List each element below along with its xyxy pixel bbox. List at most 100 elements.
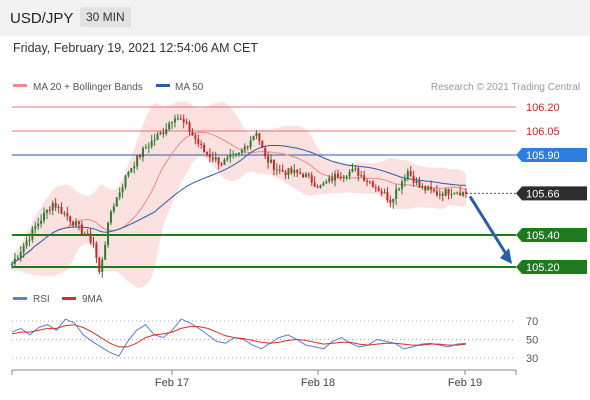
- candle-body: [415, 180, 418, 183]
- candle-body: [418, 180, 421, 188]
- candle-body: [249, 140, 252, 147]
- candle-body: [325, 181, 328, 184]
- candle-body: [392, 198, 395, 203]
- level-label-105.90: 105.90: [526, 150, 560, 162]
- candle-body: [430, 186, 433, 190]
- candle-body: [203, 144, 206, 153]
- candle-body: [121, 187, 124, 193]
- candle-body: [371, 181, 374, 188]
- candle-body: [319, 185, 322, 188]
- candle-body: [348, 171, 351, 177]
- candle-body: [57, 206, 60, 208]
- forecast-arrow-head: [500, 248, 512, 264]
- level-tag-105.66: [516, 186, 587, 201]
- candle-body: [331, 177, 334, 181]
- level-label-105.20: 105.20: [526, 262, 560, 274]
- candle-body: [45, 209, 48, 213]
- candle-body: [264, 147, 267, 157]
- candle-body: [383, 192, 386, 194]
- candle-body: [37, 223, 40, 227]
- candle-body: [412, 175, 415, 183]
- candle-body: [200, 143, 203, 145]
- candle-body: [72, 221, 75, 226]
- candle-body: [334, 173, 337, 181]
- candle-body: [238, 153, 240, 155]
- candle-body: [459, 192, 462, 196]
- rsi-tick-50: 50: [526, 335, 538, 347]
- candle-body: [185, 122, 188, 124]
- candle-body: [98, 257, 101, 273]
- level-label-105.40: 105.40: [526, 230, 560, 242]
- candle-body: [54, 203, 57, 208]
- candle-body: [109, 211, 112, 223]
- candle-body: [336, 173, 339, 177]
- candle-body: [162, 132, 165, 134]
- candle-body: [194, 135, 197, 140]
- candle-body: [165, 129, 168, 134]
- candle-body: [22, 245, 25, 253]
- candle-body: [127, 172, 130, 176]
- candle-body: [191, 131, 194, 136]
- bollinger-band-area: [12, 101, 466, 288]
- rsi-panel: 70 50 30: [11, 316, 538, 365]
- rsi-tick-30: 30: [526, 353, 538, 365]
- candle-body: [267, 156, 270, 163]
- candle-body: [435, 191, 438, 196]
- candle-body: [95, 243, 98, 258]
- candle-body: [205, 152, 208, 155]
- candle-body: [374, 187, 377, 189]
- candle-body: [380, 191, 383, 194]
- candle-body: [150, 140, 153, 147]
- candle-body: [173, 118, 176, 123]
- candle-body: [115, 197, 118, 207]
- candle-body: [299, 172, 302, 175]
- candle-body: [357, 168, 360, 176]
- candle-body: [139, 155, 142, 158]
- candle-body: [270, 159, 273, 163]
- candle-body: [153, 139, 156, 141]
- candle-body: [406, 171, 409, 179]
- rsi-ma-legend-label: 9MA: [82, 294, 103, 305]
- candle-body: [104, 244, 107, 260]
- candle-body: [284, 171, 287, 176]
- candle-body: [133, 166, 136, 169]
- candle-body: [360, 175, 363, 177]
- timeframe-badge[interactable]: 30 MIN: [80, 7, 131, 27]
- candlesticks: [11, 113, 467, 278]
- candle-body: [223, 159, 226, 165]
- candle-body: [130, 168, 133, 173]
- rsi-tick-70: 70: [526, 316, 538, 328]
- candle-body: [386, 192, 389, 201]
- x-label-2: Feb 19: [448, 377, 482, 389]
- candle-body: [432, 189, 435, 192]
- chart-header-bar: USD/JPY 30 MIN: [0, 0, 590, 36]
- moving-averages: [11, 131, 467, 265]
- candle-body: [136, 155, 139, 167]
- candle-body: [40, 220, 43, 224]
- candle-body: [290, 168, 293, 173]
- chart-datetime: Friday, February 19, 2021 12:54:06 AM CE…: [13, 41, 259, 55]
- candle-body: [63, 213, 66, 215]
- candle-body: [77, 221, 80, 225]
- candle-body: [112, 206, 115, 212]
- candle-body: [421, 186, 424, 188]
- ma50-line: [11, 145, 467, 265]
- candle-body: [60, 206, 63, 214]
- candle-body: [107, 222, 110, 245]
- candle-body: [427, 186, 430, 191]
- candle-body: [366, 180, 369, 182]
- candle-body: [447, 188, 450, 195]
- candle-body: [252, 136, 255, 141]
- candle-body: [118, 192, 121, 198]
- level-label-106.20: 106.20: [526, 102, 560, 114]
- candle-body: [275, 169, 278, 171]
- candle-body: [226, 157, 229, 160]
- candle-body: [287, 168, 290, 176]
- ma20-legend-label: MA 20 + Bollinger Bands: [33, 82, 143, 93]
- candle-body: [43, 212, 46, 221]
- candle-body: [80, 224, 83, 235]
- candle-body: [232, 154, 235, 156]
- candle-body: [345, 176, 348, 178]
- candle-body: [354, 168, 357, 170]
- candle-body: [48, 209, 51, 211]
